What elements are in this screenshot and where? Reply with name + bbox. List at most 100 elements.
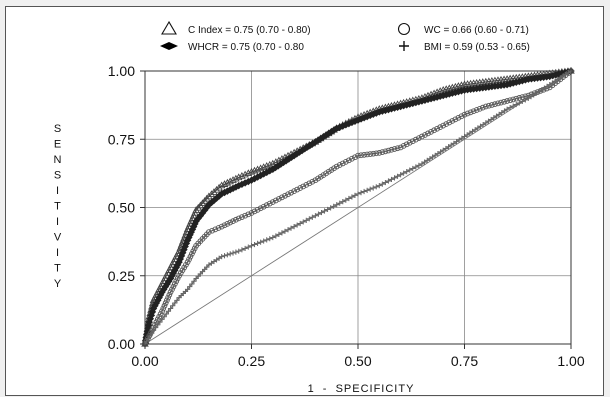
data-point-plus bbox=[531, 92, 537, 98]
data-point-plus bbox=[264, 237, 270, 243]
data-point-plus bbox=[510, 103, 516, 109]
data-point-plus bbox=[309, 214, 315, 220]
data-point-plus bbox=[245, 244, 251, 250]
series-whcr bbox=[141, 67, 575, 348]
data-point-circle bbox=[467, 109, 474, 116]
data-point-plus bbox=[328, 205, 334, 211]
data-point-plus bbox=[547, 82, 553, 88]
data-point-triangle bbox=[247, 167, 256, 175]
data-point-circle bbox=[434, 125, 440, 132]
data-point-triangle bbox=[253, 165, 262, 173]
data-point-circle bbox=[470, 108, 477, 115]
data-point-plus bbox=[440, 147, 446, 153]
data-point-circle bbox=[288, 189, 294, 196]
data-point-circle bbox=[516, 95, 523, 101]
data-point-plus bbox=[303, 217, 309, 223]
data-point-plus bbox=[352, 192, 358, 199]
data-point-plus bbox=[391, 175, 398, 181]
data-point-circle bbox=[159, 308, 165, 315]
data-point-circle bbox=[218, 223, 225, 230]
data-point-circle bbox=[458, 113, 465, 120]
data-point-plus bbox=[427, 156, 433, 162]
data-point-plus bbox=[306, 216, 312, 222]
data-point-triangle bbox=[234, 173, 243, 181]
data-point-plus bbox=[419, 161, 425, 167]
data-point-plus bbox=[370, 185, 376, 191]
data-point-circle bbox=[233, 216, 239, 223]
data-point-circle bbox=[425, 130, 431, 137]
legend-label: C Index = 0.75 (0.70 - 0.80) bbox=[188, 25, 311, 36]
data-point-circle bbox=[266, 200, 273, 207]
data-point-circle bbox=[382, 148, 389, 155]
data-point-plus bbox=[424, 157, 430, 164]
data-point-plus bbox=[376, 183, 382, 189]
data-point-circle bbox=[221, 222, 228, 229]
data-point-circle bbox=[495, 100, 501, 107]
data-point-plus bbox=[467, 130, 473, 136]
data-point-plus bbox=[254, 240, 261, 246]
data-point-plus bbox=[364, 187, 370, 193]
data-point-circle bbox=[358, 152, 364, 159]
data-point-circle bbox=[227, 219, 234, 226]
data-point-circle bbox=[174, 275, 181, 282]
data-point-plus bbox=[477, 123, 484, 129]
data-point-plus bbox=[147, 333, 153, 339]
data-point-triangle bbox=[238, 171, 246, 179]
x-axis: 0.00 0.25 0.50 0.75 1.00 bbox=[131, 344, 585, 369]
data-point-plus bbox=[451, 140, 457, 146]
data-point-circle bbox=[167, 289, 174, 295]
data-point-triangle bbox=[223, 178, 232, 186]
data-point-circle bbox=[336, 162, 343, 168]
data-point-plus bbox=[488, 116, 494, 123]
data-point-plus bbox=[549, 80, 555, 86]
data-point-triangle bbox=[215, 183, 223, 191]
data-point-circle bbox=[464, 110, 471, 117]
data-point-plus bbox=[525, 95, 531, 101]
legend-plus-icon bbox=[399, 41, 409, 51]
data-point-circle bbox=[173, 278, 180, 285]
data-point-circle bbox=[412, 136, 419, 143]
data-point-plus bbox=[267, 236, 273, 242]
data-point-plus bbox=[343, 197, 349, 203]
data-point-plus bbox=[379, 181, 385, 187]
data-point-circle bbox=[498, 99, 504, 106]
data-point-circle bbox=[397, 144, 404, 151]
data-point-plus bbox=[300, 219, 306, 225]
data-point-plus bbox=[445, 144, 452, 150]
data-point-triangle bbox=[226, 177, 234, 185]
data-point-circle bbox=[419, 133, 425, 140]
legend-item-whcr: WHCR = 0.75 (0.70 - 0.80 bbox=[160, 42, 304, 53]
data-point-plus bbox=[483, 120, 489, 126]
data-point-plus bbox=[221, 253, 228, 259]
data-point-plus bbox=[294, 222, 300, 228]
y-tick-label: 0.50 bbox=[108, 200, 135, 216]
data-point-plus bbox=[219, 254, 225, 260]
data-point-plus bbox=[358, 190, 364, 196]
data-point-plus bbox=[373, 184, 379, 190]
data-point-plus bbox=[258, 239, 264, 245]
legend-label: BMI = 0.59 (0.53 - 0.65) bbox=[424, 42, 530, 53]
data-point-triangle bbox=[262, 162, 271, 169]
data-point-circle bbox=[489, 102, 495, 108]
data-point-plus bbox=[242, 245, 248, 252]
data-point-circle bbox=[443, 121, 450, 127]
data-point-plus bbox=[565, 70, 571, 76]
data-point-circle bbox=[165, 294, 171, 301]
data-point-plus bbox=[288, 225, 294, 231]
data-point-circle bbox=[339, 160, 346, 167]
data-point-triangle bbox=[259, 163, 268, 170]
data-point-plus bbox=[507, 105, 513, 111]
data-point-circle bbox=[209, 227, 215, 234]
data-point-circle bbox=[189, 251, 195, 257]
data-point-plus bbox=[407, 167, 413, 173]
data-point-plus bbox=[273, 233, 279, 239]
data-point-circle bbox=[212, 226, 219, 233]
data-point-plus bbox=[145, 335, 152, 342]
data-point-plus bbox=[513, 101, 519, 108]
data-point-circle bbox=[239, 214, 245, 220]
series-line bbox=[144, 70, 572, 345]
data-point-circle bbox=[492, 101, 498, 108]
data-point-plus bbox=[174, 297, 180, 303]
data-point-circle bbox=[187, 253, 194, 260]
data-point-circle bbox=[160, 305, 167, 312]
